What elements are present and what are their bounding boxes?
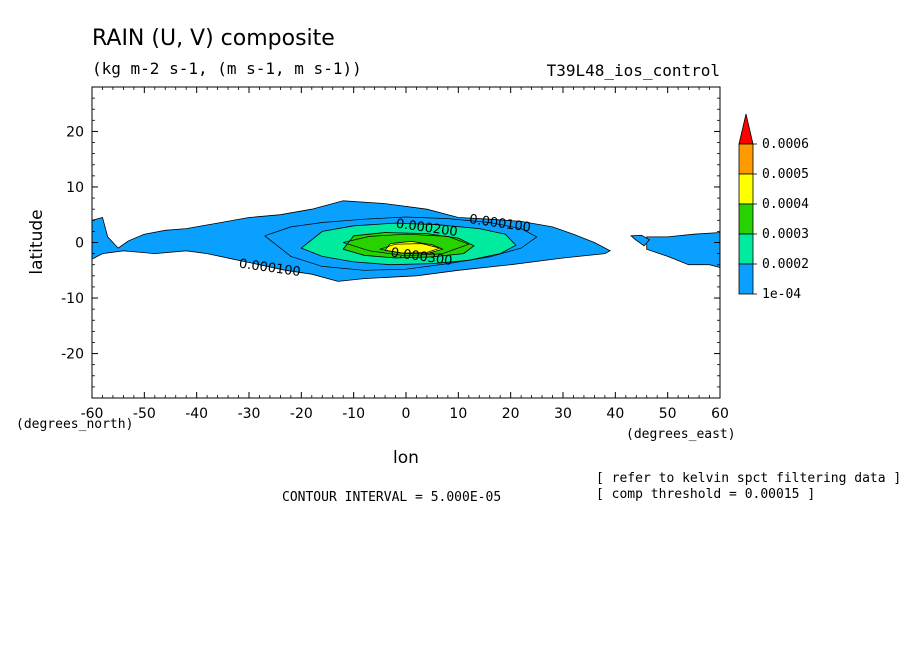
- colorbar: 0.0006 0.0005 0.0004 0.0003 0.0002 1e-04: [738, 113, 809, 302]
- colorbar-label: 1e-04: [762, 287, 801, 302]
- x-tick-label: 0: [402, 406, 411, 422]
- y-tick-label: 10: [66, 180, 84, 196]
- chart-subtitle: (kg m-2 s-1, (m s-1, m s-1)): [92, 59, 362, 78]
- x-tick-label: -20: [290, 406, 313, 422]
- x-tick-label: 40: [606, 406, 624, 422]
- colorbar-label: 0.0003: [762, 227, 809, 242]
- colorbar-extend-triangle: [738, 113, 754, 145]
- colorbar-label: 0.0002: [762, 257, 809, 272]
- x-tick-label: -30: [238, 406, 261, 422]
- contour-line-1: [343, 233, 470, 257]
- y-tick-label: -10: [61, 291, 84, 307]
- chart-title: RAIN (U, V) composite: [92, 26, 335, 51]
- colorbar-swatch: [738, 143, 754, 175]
- colorbar-swatch: [738, 173, 754, 205]
- y-tick-label: -20: [61, 347, 84, 363]
- colorbar-swatch: [738, 263, 754, 295]
- contour-line-2: [379, 243, 442, 254]
- contour-lines: [264, 216, 538, 271]
- x-tick-label: -50: [133, 406, 156, 422]
- x-tick-label: 50: [659, 406, 677, 422]
- x-unit-label: (degrees_east): [626, 427, 736, 442]
- y-tick-label: 20: [66, 124, 84, 140]
- contour-interval: CONTOUR INTERVAL = 5.000E-05: [282, 490, 501, 505]
- colorbar-label: 0.0006: [762, 137, 809, 152]
- x-tick-label: 60: [711, 406, 729, 422]
- x-tick-label: -60: [81, 406, 104, 422]
- x-axis-label: lon: [393, 448, 419, 468]
- dataset-label: T39L48_ios_control: [547, 61, 720, 80]
- contour-region-1: [646, 232, 721, 269]
- colorbar-label: 0.0004: [762, 197, 809, 212]
- contour-line-0: [264, 216, 538, 271]
- colorbar-swatch: [738, 233, 754, 265]
- y-axis-label: latitude: [27, 209, 47, 274]
- x-tick-label: 10: [449, 406, 467, 422]
- note-filtering: [ refer to kelvin spct filtering data ]: [596, 471, 901, 486]
- x-tick-label: 20: [502, 406, 520, 422]
- colorbar-swatch: [738, 203, 754, 235]
- y-tick-label: 0: [75, 236, 84, 252]
- y-unit-label: (degrees_north): [16, 417, 133, 432]
- x-tick-label: -10: [342, 406, 365, 422]
- colorbar-label: 0.0005: [762, 167, 809, 182]
- x-tick-label: 30: [554, 406, 572, 422]
- axis-ticks: -60 -50 -40 -30 -20 -10 0 10 20 30 40 50 60 -20 -10 0 10…: [61, 87, 729, 422]
- x-tick-label: -40: [185, 406, 208, 422]
- contour-region-2: [629, 234, 651, 247]
- note-threshold: [ comp threshold = 0.00015 ]: [596, 487, 815, 502]
